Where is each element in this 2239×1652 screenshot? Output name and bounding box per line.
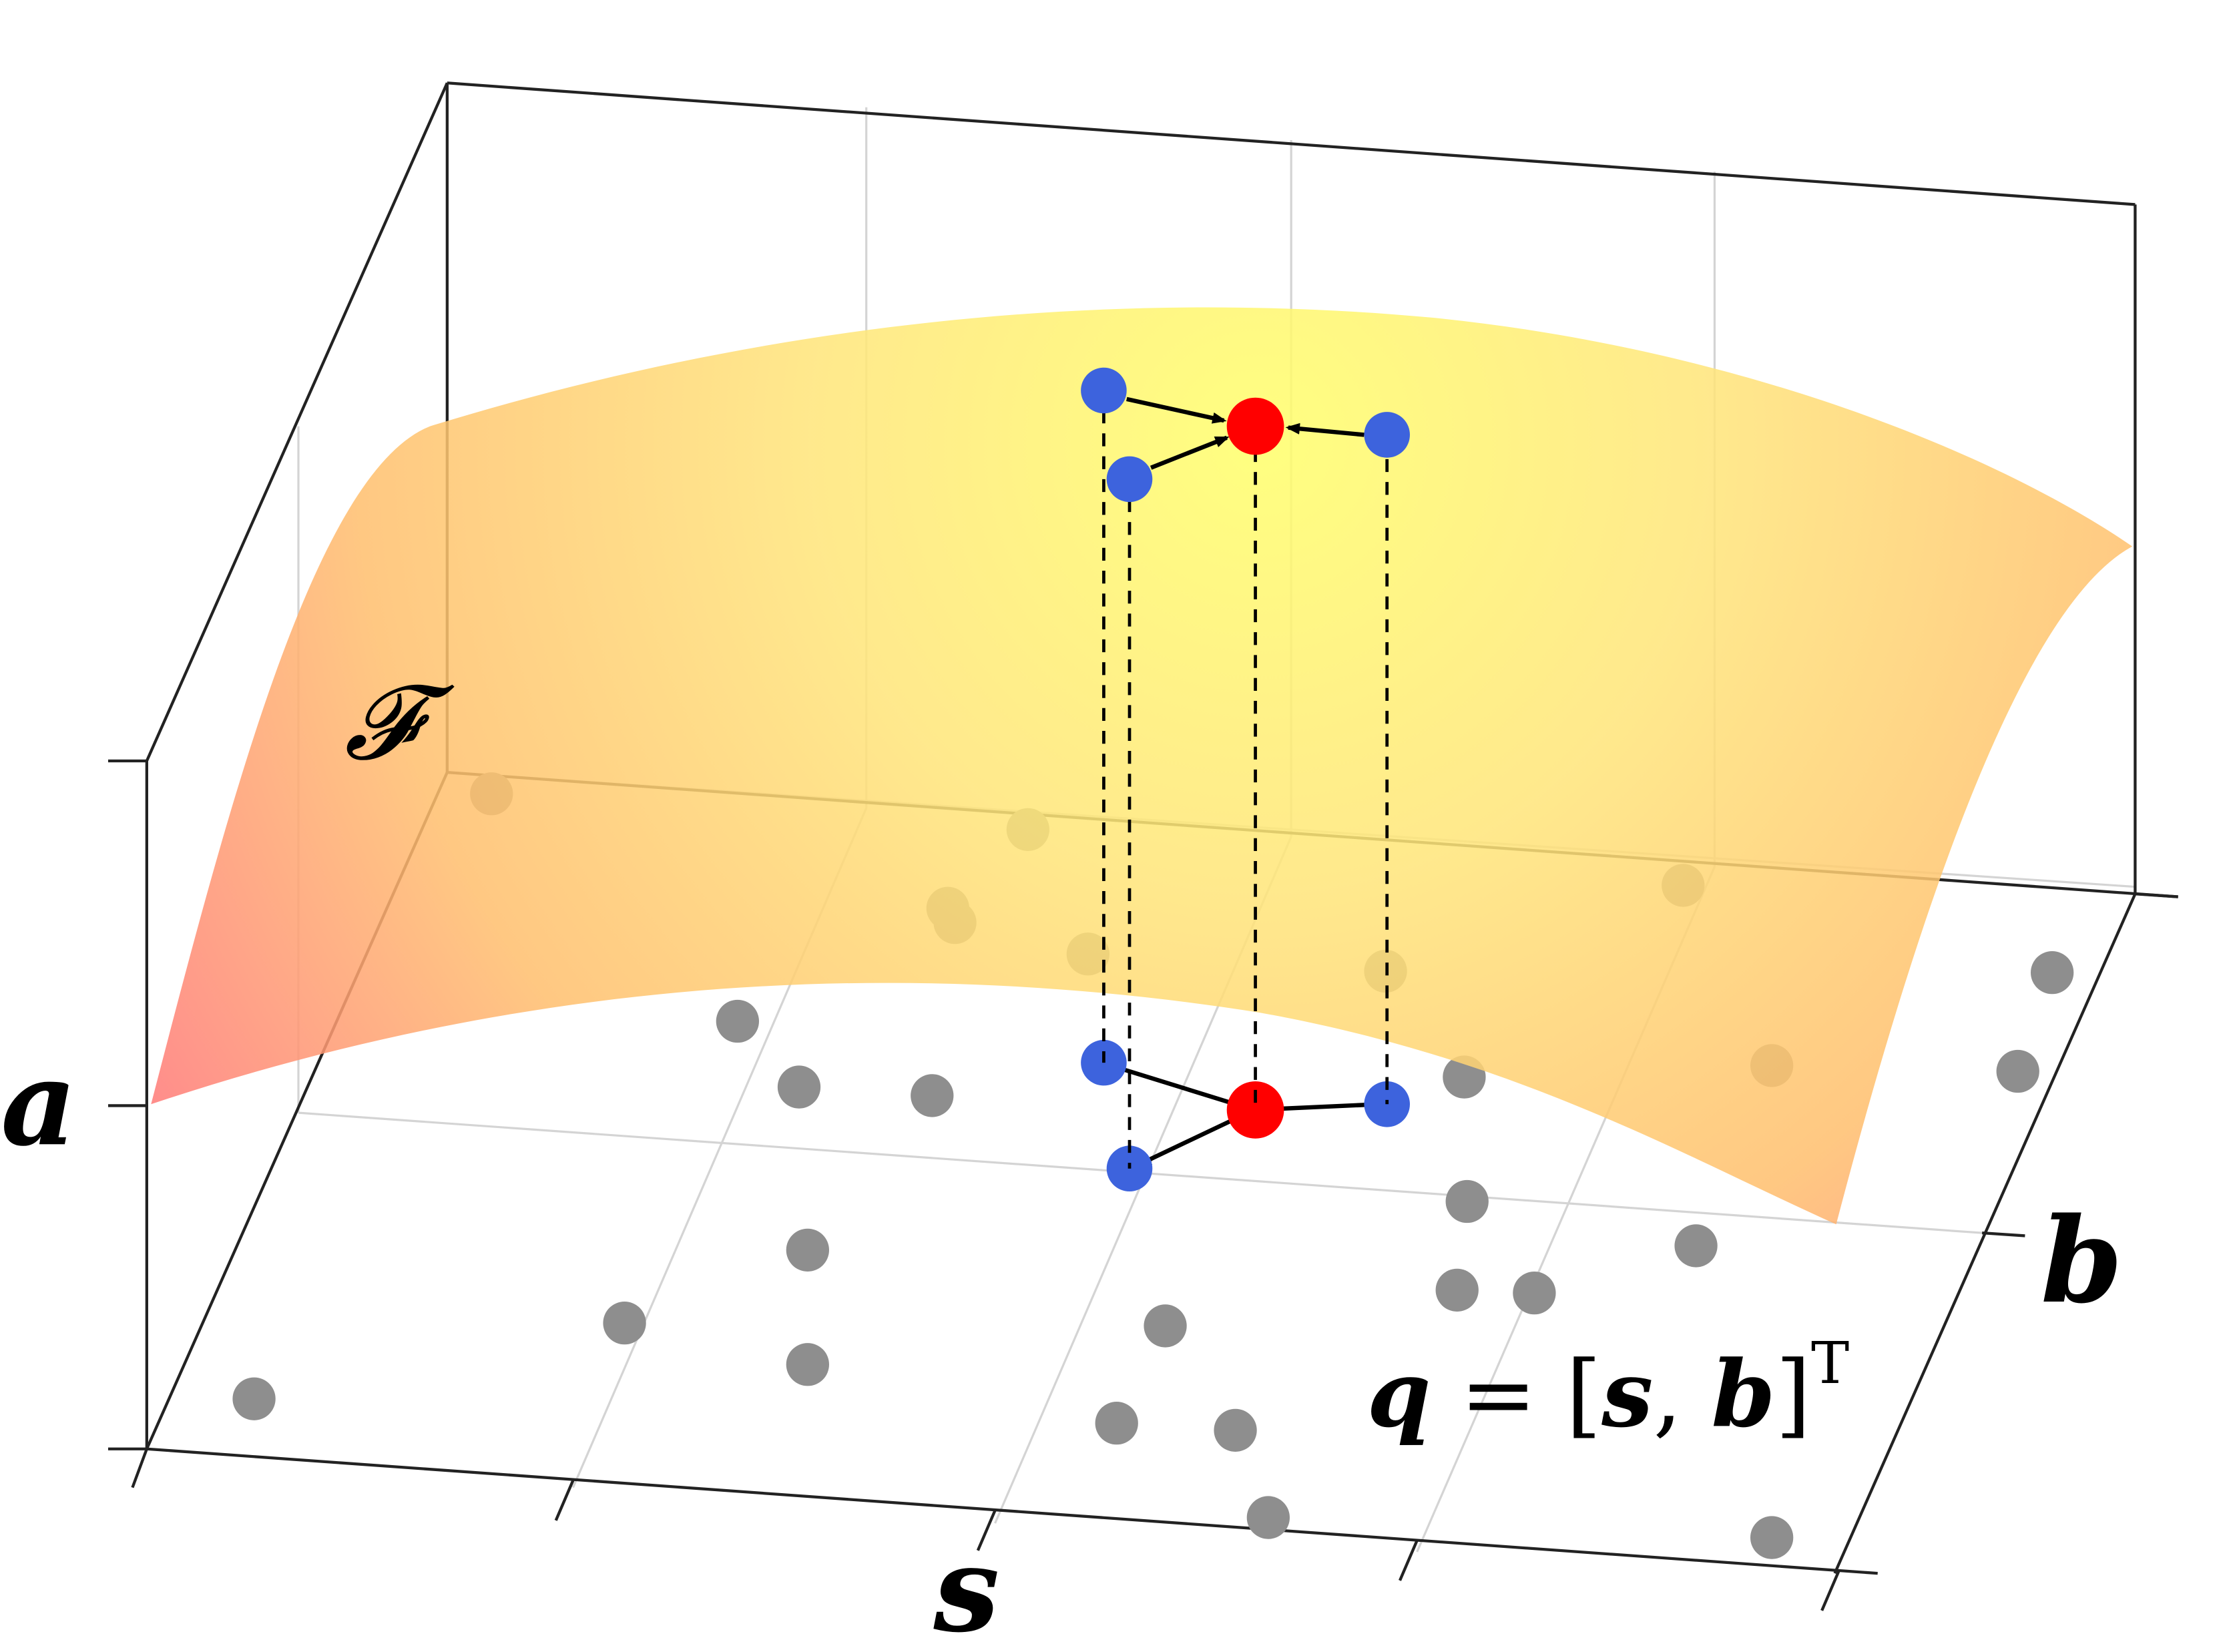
sample-point [1435, 1268, 1479, 1312]
sample-point [2031, 951, 2074, 995]
neighbor-point [1106, 456, 1153, 503]
sample-point [911, 1074, 954, 1117]
fitness-surface [151, 307, 2133, 1225]
sample-point [603, 1302, 646, 1345]
sample-point [1996, 1049, 2039, 1093]
sample-point [1674, 1224, 1718, 1268]
sample-point [1513, 1272, 1556, 1315]
sample-point [1246, 1496, 1290, 1539]
neighbor-point-floor [1106, 1145, 1153, 1191]
sample-point [1095, 1402, 1138, 1445]
surface-points [1081, 367, 1410, 503]
sample-point [716, 999, 759, 1043]
center-point [1226, 397, 1284, 455]
sample-point [232, 1377, 276, 1420]
axis-label-s: s [933, 1521, 999, 1652]
neighbor-point [1081, 367, 1127, 414]
axis-label-b: b [2041, 1192, 2123, 1330]
parameter-equation: q = [s, b]T [1367, 1330, 1849, 1448]
sample-point [1214, 1408, 1257, 1452]
sample-point [1445, 1179, 1489, 1223]
sample-point [786, 1228, 829, 1272]
sample-point [1144, 1304, 1187, 1348]
sample-point [786, 1343, 829, 1386]
projection-lines [1102, 410, 1389, 1169]
sample-point [1750, 1516, 1794, 1559]
axes-box [108, 81, 2178, 1611]
neighbor-point [1364, 412, 1410, 458]
axis-label-a: a [1, 1035, 77, 1172]
center-point-floor [1226, 1081, 1284, 1139]
floor-projection [1081, 1039, 1410, 1191]
sample-point [777, 1065, 821, 1109]
